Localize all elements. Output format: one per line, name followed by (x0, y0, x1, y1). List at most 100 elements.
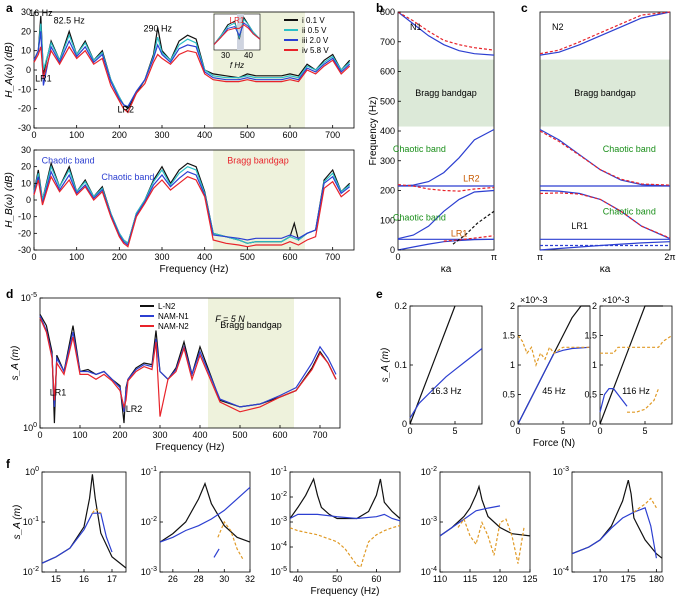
series-line-unstable (289, 524, 401, 569)
series-line-nonlinear-1 (397, 184, 495, 192)
series-line-nonlinear-3 (443, 235, 495, 242)
series-line-nam (159, 486, 251, 543)
y-tick-label: 10-1 (271, 466, 287, 477)
series-line-ii-0-5-v (33, 164, 351, 245)
legend-label: i 0.1 V (302, 16, 325, 25)
x-tick-label: 500 (232, 430, 247, 440)
y-tick-label: 0 (390, 245, 395, 255)
y-tick-label: 1 (592, 360, 597, 370)
chart-f1: 15 16 17 s_A (m) (12, 471, 127, 584)
y-tick-label: 1.5 (502, 331, 515, 341)
bandgap-label: Bragg bandgap (220, 320, 282, 330)
annotation-lr1: LR1 (35, 74, 52, 84)
series-line-nonlinear (409, 348, 483, 419)
y-tick-label: 0 (402, 419, 407, 429)
x-tick-label: 60 (371, 574, 381, 584)
series-line-nonlinear-1 (539, 192, 671, 239)
annotation-lr1: LR1 (571, 221, 588, 231)
panel-letter-b: b (376, 1, 383, 15)
x-tick-label: 400 (192, 430, 207, 440)
series-line-nam (41, 512, 113, 564)
series-line-nam-n2 (39, 317, 337, 417)
annotation-lr2: LR2 (463, 174, 480, 184)
series-line-branch-2 (397, 189, 495, 240)
y-tick-label: 10-2 (23, 566, 39, 577)
annotation-bragg-bandgap: Bragg bandgap (227, 155, 289, 165)
curve-annotation: 116 Hz (622, 386, 650, 396)
series-line-nonlinear-3 (539, 11, 671, 55)
y-tick-label: 10-4 (421, 566, 437, 577)
series-line-dash-dot (452, 210, 495, 245)
y-tick-label: -10 (18, 212, 31, 222)
bandgap-region (398, 59, 494, 127)
x-tick-label: 400 (197, 252, 212, 262)
y-axis-label: H_A(ω) (dB) (4, 42, 15, 98)
legend-label: NAM-N1 (158, 312, 189, 321)
y-tick-label: -20 (18, 228, 31, 238)
y-tick-label: -30 (18, 245, 31, 255)
curve-annotation: 16.3 Hz (430, 386, 462, 396)
series-line-branch-4 (397, 11, 495, 56)
y-tick-label: 10-1 (23, 516, 39, 527)
chart-f4: 110 115 120 125 (433, 471, 538, 584)
x-tick-label: 200 (112, 130, 127, 140)
y-tick-label: 200 (380, 186, 395, 196)
annotation-16-hz: 16 Hz (29, 8, 53, 18)
axes-frame (289, 471, 401, 573)
chart-e1: 0 5 s_A (m) 16.3 Hz (380, 305, 483, 436)
x-tick-label: 100 (69, 130, 84, 140)
annotation-lr1: LR1 (50, 388, 67, 398)
series-line-i-0-1-v (33, 15, 351, 110)
y-tick-label: -20 (18, 104, 31, 114)
x-tick-label: 5 (560, 426, 565, 436)
y-axis-label: s_A (m) (12, 505, 23, 540)
annotation-lr2: LR2 (117, 105, 134, 115)
y-tick-label: -10 (18, 84, 31, 94)
y-tick-label: 20 (21, 26, 31, 36)
panel-letter-a: a (6, 1, 13, 15)
y-tick-label: 20 (21, 162, 31, 172)
chart-a_top: 0 100 200 300 400 500 600 700 -30 -20 -10 0 10 20 30 H_… (4, 7, 355, 140)
x-tick-label: 5 (642, 426, 647, 436)
x-tick-label: 15 (51, 574, 61, 584)
x-tick-label: 400 (197, 130, 212, 140)
y-tick-label: 0.5 (584, 390, 597, 400)
series-line-branch-3 (539, 128, 671, 187)
x-axis-label: Frequency (Hz) (311, 586, 380, 597)
y-tick-label: 10-4 (553, 566, 569, 577)
y-tick-label: 100 (380, 215, 395, 225)
y-tick-label: 10-5 (271, 566, 287, 577)
axes-frame (599, 305, 673, 425)
series-line-linear (41, 474, 127, 569)
legend-label: iii 2.0 V (302, 36, 329, 45)
y-tick-label: 30 (21, 145, 31, 155)
chart-e2: 0 5 Force (N) ×10^-3 45 Hz (515, 295, 591, 449)
series-line-linear (159, 481, 251, 543)
annotation-chaotic-band: Chaotic band (393, 212, 446, 222)
x-axis-label: κa (441, 264, 452, 275)
y-tick-label: 10 (21, 46, 31, 56)
series-line-linear (517, 305, 590, 425)
exponent-label: ×10^-3 (602, 295, 630, 305)
x-tick-label: 0 (407, 426, 412, 436)
y-tick-label: 100 (23, 422, 37, 433)
y-axis-label: s_A (m) (10, 346, 21, 381)
y-tick-label: -30 (18, 123, 31, 133)
axes-frame (571, 471, 663, 573)
inset-x-tick-label: 30 (221, 51, 230, 60)
force-label: F = 5 N (215, 314, 245, 324)
annotation-chaotic-band: Chaotic band (101, 172, 154, 182)
series-line-iii-2-0-v (33, 169, 351, 247)
x-tick-label: 100 (72, 430, 87, 440)
y-tick-label: 0.2 (394, 301, 407, 311)
series-line-unstable (457, 517, 525, 564)
series-line-iii-2-0-v (33, 31, 351, 108)
annotation-290-hz: 290 Hz (143, 23, 172, 33)
bandgap-label: Bragg bandgap (415, 88, 477, 98)
series-line-linear (409, 305, 456, 425)
x-tick-label: π (537, 252, 543, 262)
y-tick-label: 10-4 (271, 541, 287, 552)
exponent-label: ×10^-3 (520, 295, 548, 305)
x-tick-label: 0 (31, 252, 36, 262)
